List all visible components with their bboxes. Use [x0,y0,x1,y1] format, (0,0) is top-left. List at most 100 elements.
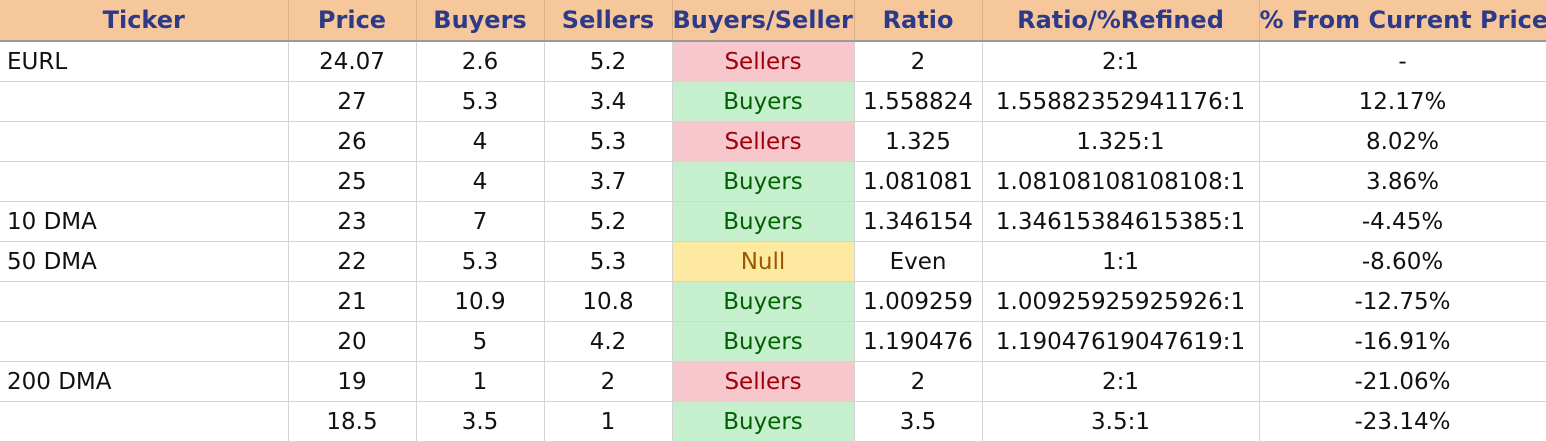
cell-price[interactable]: 25 [288,161,417,202]
cell-sellers[interactable]: 2 [544,361,673,402]
cell-signal[interactable]: Buyers [672,281,855,322]
col-header-pct-from-current[interactable]: % From Current Price [1259,0,1546,42]
cell-pct-from-current[interactable]: -16.91% [1259,321,1546,362]
cell-buyers[interactable]: 5.3 [416,81,545,122]
cell-sellers[interactable]: 4.2 [544,321,673,362]
cell-ratio-refined[interactable]: 1.00925925925926:1 [982,281,1260,322]
table-row: 25 4 3.7 Buyers 1.081081 1.08108108108108:1 3.… [0,161,1546,202]
cell-price[interactable]: 26 [288,121,417,162]
col-header-buyers-sellers[interactable]: Buyers/Sellers [672,0,855,42]
cell-pct-from-current[interactable]: - [1259,41,1546,82]
cell-buyers[interactable]: 5 [416,321,545,362]
col-header-ticker[interactable]: Ticker [0,0,289,42]
cell-ticker[interactable] [0,81,289,122]
cell-ticker[interactable] [0,281,289,322]
cell-signal[interactable]: Buyers [672,321,855,362]
cell-ticker[interactable] [0,321,289,362]
cell-sellers[interactable]: 10.8 [544,281,673,322]
table-row: 27 5.3 3.4 Buyers 1.558824 1.55882352941176:1… [0,81,1546,122]
cell-pct-from-current[interactable]: -4.45% [1259,201,1546,242]
cell-ratio-refined[interactable]: 2:1 [982,361,1260,402]
table-row: EURL 24.07 2.6 5.2 Sellers 2 2:1- [0,41,1546,82]
cell-signal[interactable]: Sellers [672,41,855,82]
cell-signal[interactable]: Buyers [672,401,855,442]
cell-buyers[interactable]: 4 [416,161,545,202]
table-row: 26 4 5.3 Sellers 1.325 1.325:1 8.02% [0,121,1546,162]
cell-sellers[interactable]: 5.3 [544,241,673,282]
cell-ratio-refined[interactable]: 3.5:1 [982,401,1260,442]
cell-ticker[interactable] [0,161,289,202]
col-header-sellers[interactable]: Sellers [544,0,673,42]
table-row: 10 DMA 23 7 5.2 Buyers 1.346154 1.346153846153… [0,201,1546,242]
cell-signal[interactable]: Sellers [672,121,855,162]
cell-price[interactable]: 21 [288,281,417,322]
cell-pct-from-current[interactable]: 8.02% [1259,121,1546,162]
table-row: 200 DMA 19 1 2 Sellers 2 2:1 -21.06% [0,361,1546,402]
cell-ratio-refined[interactable]: 1.08108108108108:1 [982,161,1260,202]
cell-ratio[interactable]: 2 [854,41,983,82]
cell-sellers[interactable]: 5.2 [544,201,673,242]
cell-buyers[interactable]: 10.9 [416,281,545,322]
cell-buyers[interactable]: 3.5 [416,401,545,442]
cell-ratio[interactable]: 1.558824 [854,81,983,122]
cell-ticker[interactable]: 200 DMA [0,361,289,402]
col-header-price[interactable]: Price [288,0,417,42]
cell-ratio[interactable]: 1.346154 [854,201,983,242]
cell-ratio[interactable]: Even [854,241,983,282]
cell-pct-from-current[interactable]: 12.17% [1259,81,1546,122]
cell-pct-from-current[interactable]: -21.06% [1259,361,1546,402]
cell-signal[interactable]: Sellers [672,361,855,402]
cell-price[interactable]: 23 [288,201,417,242]
cell-ratio-refined[interactable]: 1.34615384615385:1 [982,201,1260,242]
cell-signal[interactable]: Buyers [672,161,855,202]
table-row: 21 10.9 10.8 Buyers 1.009259 1.00925925925926… [0,281,1546,322]
cell-buyers[interactable]: 4 [416,121,545,162]
cell-ratio-refined[interactable]: 1.325:1 [982,121,1260,162]
cell-ratio[interactable]: 1.081081 [854,161,983,202]
cell-ratio[interactable]: 2 [854,361,983,402]
cell-sellers[interactable]: 5.2 [544,41,673,82]
cell-ratio[interactable]: 1.190476 [854,321,983,362]
cell-ratio[interactable]: 3.5 [854,401,983,442]
cell-pct-from-current[interactable]: 3.86% [1259,161,1546,202]
cell-price[interactable]: 19 [288,361,417,402]
col-header-buyers[interactable]: Buyers [416,0,545,42]
cell-ratio-refined[interactable]: 1:1 [982,241,1260,282]
cell-sellers[interactable]: 5.3 [544,121,673,162]
cell-signal[interactable]: Buyers [672,81,855,122]
cell-ticker[interactable]: 50 DMA [0,241,289,282]
cell-ticker[interactable] [0,401,289,442]
cell-ratio[interactable]: 1.009259 [854,281,983,322]
cell-buyers[interactable]: 1 [416,361,545,402]
header-row: Ticker Price Buyers Sellers Buyers/Selle… [0,0,1546,42]
cell-sellers[interactable]: 3.7 [544,161,673,202]
table-row: 50 DMA 22 5.3 5.3 Null Even 1:1 -8.60% [0,241,1546,282]
cell-buyers[interactable]: 7 [416,201,545,242]
cell-buyers[interactable]: 5.3 [416,241,545,282]
cell-price[interactable]: 20 [288,321,417,362]
cell-ratio-refined[interactable]: 2:1 [982,41,1260,82]
cell-ticker[interactable]: 10 DMA [0,201,289,242]
cell-sellers[interactable]: 3.4 [544,81,673,122]
cell-pct-from-current[interactable]: -23.14% [1259,401,1546,442]
cell-ratio-refined[interactable]: 1.55882352941176:1 [982,81,1260,122]
col-header-ratio[interactable]: Ratio [854,0,983,42]
cell-price[interactable]: 24.07 [288,41,417,82]
cell-price[interactable]: 22 [288,241,417,282]
cell-pct-from-current[interactable]: -8.60% [1259,241,1546,282]
cell-ratio-refined[interactable]: 1.19047619047619:1 [982,321,1260,362]
cell-price[interactable]: 18.5 [288,401,417,442]
cell-signal[interactable]: Buyers [672,201,855,242]
cell-signal[interactable]: Null [672,241,855,282]
table-row: 20 5 4.2 Buyers 1.190476 1.19047619047619:1 -1… [0,321,1546,362]
cell-ticker[interactable]: EURL [0,41,289,82]
cell-ratio[interactable]: 1.325 [854,121,983,162]
cell-pct-from-current[interactable]: -12.75% [1259,281,1546,322]
table-row: 18.5 3.5 1 Buyers 3.5 3.5:1 -23.14% [0,401,1546,442]
cell-buyers[interactable]: 2.6 [416,41,545,82]
cell-ticker[interactable] [0,121,289,162]
cell-price[interactable]: 27 [288,81,417,122]
col-header-ratio-refined[interactable]: Ratio/%Refined [982,0,1260,42]
cell-sellers[interactable]: 1 [544,401,673,442]
